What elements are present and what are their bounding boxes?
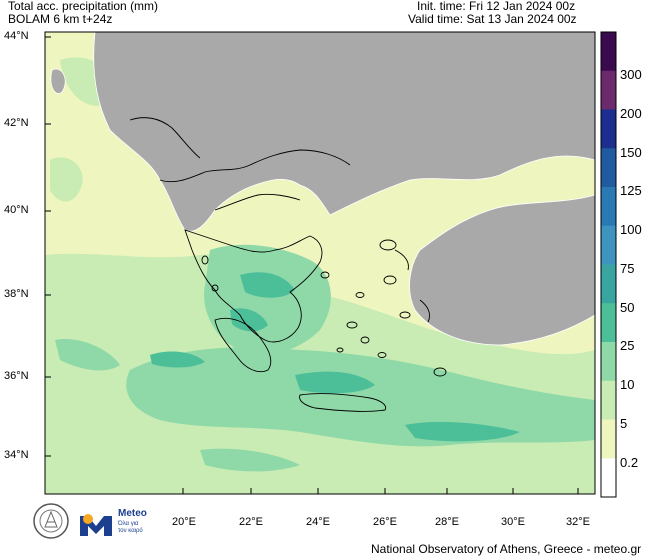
model-label: BOLAM 6 km t+24z (8, 12, 113, 26)
colorbar-label-100: 100 (620, 222, 642, 237)
lon-label-28: 28°E (435, 516, 459, 528)
colorbar-swatch (601, 109, 616, 149)
lon-label-32: 32°E (566, 516, 590, 528)
colorbar-frame (600, 31, 617, 498)
colorbar-label-150: 150 (620, 145, 642, 160)
colorbar-swatch (601, 380, 616, 420)
colorbar-label-75: 75 (620, 261, 635, 276)
land-no-precip (50, 32, 595, 346)
valid-time: Valid time: Sat 13 Jan 2024 00z (408, 12, 577, 26)
colorbar-label-5: 5 (620, 416, 628, 431)
borders (129, 117, 431, 412)
colorbar-swatch (601, 458, 616, 498)
observatory-seal-logo (33, 503, 69, 539)
colorbar-swatch (601, 70, 616, 110)
map-frame (44, 31, 596, 495)
colorbar-swatch (601, 187, 616, 227)
precip-25-50mm (150, 272, 520, 442)
meteo-logo: Meteo Όλα για τον καιρό (76, 506, 147, 540)
colorbar-label-0-2: 0.2 (620, 455, 639, 470)
lat-label-36: 36°N (4, 370, 29, 382)
meteo-m-icon (80, 514, 112, 536)
colorbar (600, 31, 617, 498)
meteo-logo-name: Meteo (118, 508, 147, 519)
colorbar-swatch (601, 148, 616, 188)
colorbar-swatch (601, 303, 616, 343)
init-time: Init. time: Fri 12 Jan 2024 00z (417, 0, 576, 13)
lat-label-44: 44°N (4, 30, 29, 42)
lon-label-20: 20°E (172, 516, 196, 528)
colorbar-swatch (601, 264, 616, 304)
footer-credit: National Observatory of Athens, Greece -… (371, 542, 642, 556)
colorbar-swatch (601, 225, 616, 265)
lon-label-24: 24°E (306, 516, 330, 528)
colorbar-swatch (601, 32, 616, 72)
colorbar-label-125: 125 (620, 183, 642, 198)
graticule-ticks (45, 36, 579, 494)
colorbar-label-25: 25 (620, 338, 635, 353)
lon-label-26: 26°E (373, 516, 397, 528)
lat-label-34: 34°N (4, 449, 29, 461)
map-canvas (45, 32, 595, 494)
colorbar-label-10: 10 (620, 377, 635, 392)
lat-label-38: 38°N (4, 288, 29, 300)
colorbar-label-300: 300 (620, 67, 642, 82)
meteo-logo-tagline-2: τον καιρό (118, 528, 143, 534)
islands (201, 239, 447, 377)
lat-label-40: 40°N (4, 204, 29, 216)
colorbar-swatch (601, 342, 616, 382)
colorbar-swatch (601, 419, 616, 459)
lat-label-42: 42°N (4, 117, 29, 129)
map-title: Total acc. precipitation (mm) (8, 0, 159, 13)
lon-label-30: 30°E (501, 516, 525, 528)
colorbar-label-50: 50 (620, 300, 635, 315)
lon-label-22: 22°E (239, 516, 263, 528)
colorbar-label-200: 200 (620, 106, 642, 121)
meteo-logo-tagline-1: Όλα για (118, 521, 139, 527)
